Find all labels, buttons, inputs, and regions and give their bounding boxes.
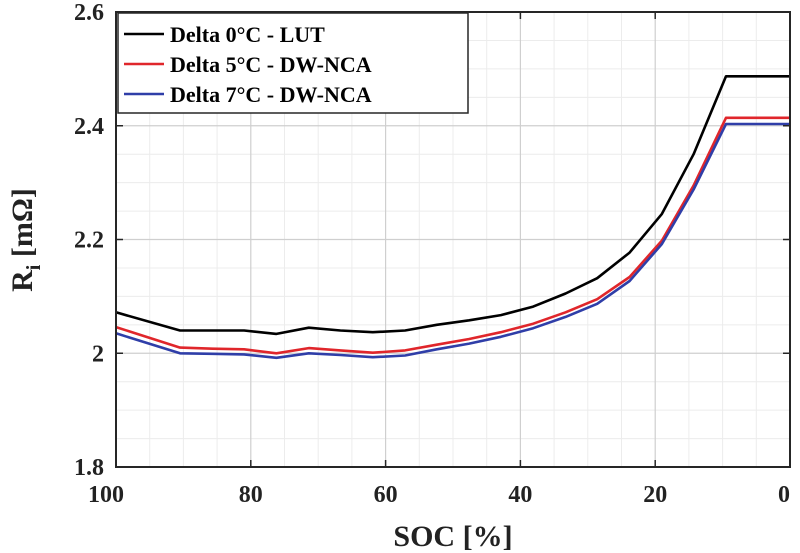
legend-label-2: Delta 5°C - DW-NCA — [170, 52, 372, 77]
x-tick-label: 20 — [643, 482, 667, 508]
y-tick-label: 1.8 — [74, 455, 104, 481]
series-line-3 — [115, 122, 790, 360]
x-axis-label: SOC [%] — [393, 520, 512, 553]
y-axis-label-unit: [mΩ] — [6, 188, 39, 265]
x-tick-label: 100 — [88, 482, 124, 508]
y-axis-label-subscript: i — [23, 264, 45, 270]
legend: Delta 0°C - LUT Delta 5°C - DW-NCA Delta 7… — [117, 12, 469, 114]
legend-label-1: Delta 0°C - LUT — [170, 22, 325, 47]
tick-labels: 100 80 60 40 20 0 1.8 2 2.2 2.4 2.6 — [74, 0, 790, 508]
legend-label-3: Delta 7°C - DW-NCA — [170, 82, 372, 107]
x-tick-label: 40 — [508, 482, 532, 508]
x-tick-label: 60 — [374, 482, 398, 508]
x-tick-label: 0 — [778, 482, 790, 508]
y-axis-label: Ri [mΩ] — [6, 188, 45, 292]
y-tick-label: 2.4 — [74, 114, 104, 140]
y-tick-label: 2.6 — [74, 0, 104, 26]
x-tick-label: 80 — [239, 482, 263, 508]
legend-box — [117, 12, 469, 114]
series-line-1 — [115, 75, 790, 336]
series-lines — [115, 75, 790, 360]
y-tick-label: 2 — [92, 341, 104, 367]
series-line-2 — [115, 116, 790, 355]
y-tick-label: 2.2 — [74, 228, 104, 254]
y-axis-label-main: R — [6, 270, 39, 292]
